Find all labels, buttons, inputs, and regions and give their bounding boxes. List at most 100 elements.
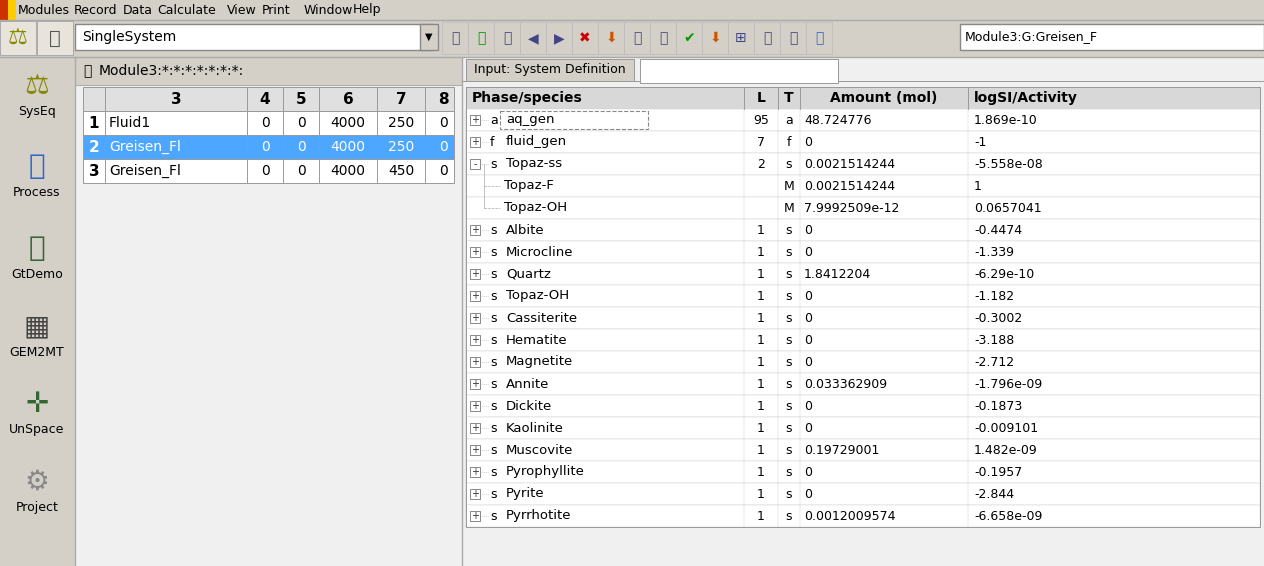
Text: L: L: [757, 91, 766, 105]
Text: Muscovite: Muscovite: [506, 444, 574, 457]
Text: 1: 1: [757, 422, 765, 435]
Text: 0: 0: [804, 289, 811, 302]
Text: 250: 250: [388, 116, 415, 130]
Text: -0.009101: -0.009101: [975, 422, 1038, 435]
Text: 0: 0: [804, 487, 811, 500]
Text: Albite: Albite: [506, 224, 545, 237]
Text: Module3:*:*:*:*:*:*:*:: Module3:*:*:*:*:*:*:*:: [99, 64, 244, 78]
Bar: [470, 115, 480, 125]
Text: Topaz-F: Topaz-F: [504, 179, 554, 192]
Text: -: -: [473, 159, 477, 169]
Text: 450: 450: [388, 164, 415, 178]
Bar: [470, 423, 480, 433]
Bar: [83, 87, 454, 111]
Text: 0.0657041: 0.0657041: [975, 201, 1042, 215]
Text: ⚖: ⚖: [24, 72, 49, 100]
Text: s: s: [786, 378, 793, 391]
Bar: [466, 373, 1260, 395]
Text: -0.1873: -0.1873: [975, 400, 1023, 413]
Text: 2: 2: [757, 157, 765, 170]
Text: 7: 7: [757, 135, 765, 148]
Bar: [676, 22, 702, 54]
Text: 1: 1: [757, 465, 765, 478]
Text: ✖: ✖: [579, 31, 590, 45]
Bar: [470, 379, 480, 389]
Text: s: s: [490, 246, 497, 259]
Text: +: +: [471, 423, 479, 433]
Text: 1.482e-09: 1.482e-09: [975, 444, 1038, 457]
Text: Project: Project: [15, 501, 58, 514]
Text: Annite: Annite: [506, 378, 550, 391]
Text: +: +: [471, 489, 479, 499]
Bar: [520, 22, 546, 54]
Bar: [470, 335, 480, 345]
Text: ▦: ▦: [24, 312, 51, 340]
Text: fluid_gen: fluid_gen: [506, 135, 568, 148]
Text: 0: 0: [804, 246, 811, 259]
Bar: [470, 467, 480, 477]
Text: 4: 4: [259, 92, 270, 106]
Text: s: s: [490, 400, 497, 413]
Text: 1: 1: [88, 115, 100, 131]
Text: 6: 6: [343, 92, 354, 106]
Text: 0: 0: [804, 355, 811, 368]
Bar: [83, 111, 454, 135]
Bar: [598, 22, 624, 54]
Text: a: a: [490, 114, 498, 126]
Text: 95: 95: [753, 114, 769, 126]
Bar: [959, 24, 1264, 50]
Text: 0.0021514244: 0.0021514244: [804, 179, 895, 192]
Text: 0: 0: [804, 135, 811, 148]
Text: ❓: ❓: [815, 31, 823, 45]
Text: +: +: [471, 313, 479, 323]
Bar: [466, 505, 1260, 527]
Bar: [75, 24, 434, 50]
Text: 0: 0: [260, 116, 269, 130]
Text: Quartz: Quartz: [506, 268, 551, 281]
Text: 4000: 4000: [330, 140, 365, 154]
Text: +: +: [471, 401, 479, 411]
Text: 0.0021514244: 0.0021514244: [804, 157, 895, 170]
Bar: [83, 135, 454, 159]
Text: 📉: 📉: [29, 234, 46, 262]
Text: Topaz-OH: Topaz-OH: [506, 289, 569, 302]
Bar: [470, 247, 480, 257]
Text: 1.869e-10: 1.869e-10: [975, 114, 1038, 126]
Text: +: +: [471, 445, 479, 455]
Text: Dickite: Dickite: [506, 400, 552, 413]
Bar: [466, 417, 1260, 439]
Text: 🔑: 🔑: [83, 64, 91, 78]
Text: Pyrrhotite: Pyrrhotite: [506, 509, 571, 522]
Bar: [806, 22, 832, 54]
Text: s: s: [490, 268, 497, 281]
Text: SingleSystem: SingleSystem: [82, 30, 176, 44]
Text: 4000: 4000: [330, 164, 365, 178]
Text: 0: 0: [439, 164, 447, 178]
Text: s: s: [490, 289, 497, 302]
Bar: [466, 263, 1260, 285]
Bar: [470, 291, 480, 301]
Bar: [728, 22, 755, 54]
Text: ⬇: ⬇: [605, 31, 617, 45]
Text: 0: 0: [297, 140, 306, 154]
Text: 2: 2: [88, 139, 100, 155]
Text: 0: 0: [260, 164, 269, 178]
Text: Magnetite: Magnetite: [506, 355, 574, 368]
Bar: [470, 137, 480, 147]
Text: M: M: [784, 201, 794, 215]
Text: 0: 0: [297, 116, 306, 130]
Bar: [470, 511, 480, 521]
Text: +: +: [471, 467, 479, 477]
Bar: [75, 57, 463, 566]
Text: 0: 0: [804, 311, 811, 324]
Text: 💾: 💾: [503, 31, 511, 45]
Text: ⊞: ⊞: [736, 31, 747, 45]
Text: 1: 1: [757, 311, 765, 324]
Bar: [466, 285, 1260, 307]
Bar: [573, 22, 598, 54]
Bar: [468, 22, 494, 54]
Text: -1.339: -1.339: [975, 246, 1014, 259]
Text: 7.9992509e-12: 7.9992509e-12: [804, 201, 900, 215]
Text: Calculate: Calculate: [158, 3, 216, 16]
Text: s: s: [490, 311, 497, 324]
